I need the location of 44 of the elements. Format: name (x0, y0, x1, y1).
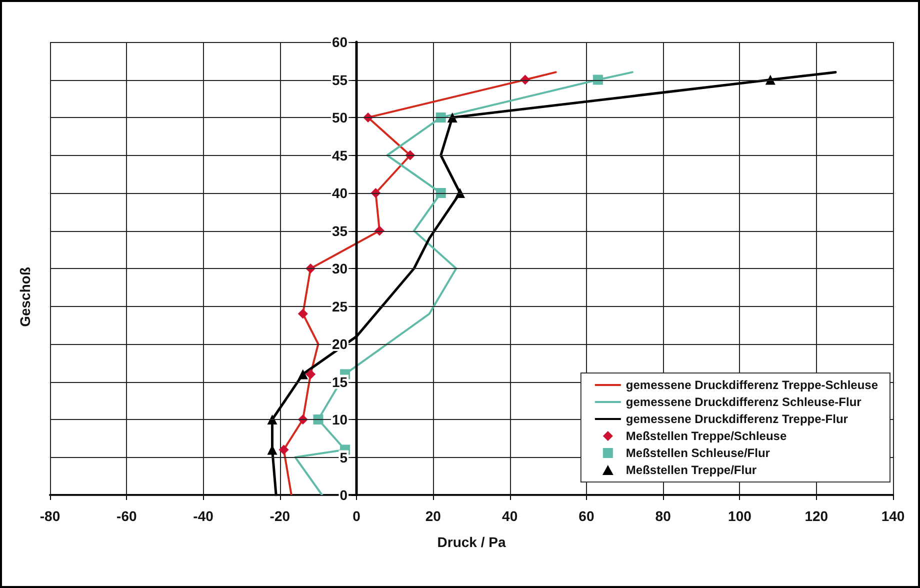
x-tick-label: 0 (352, 508, 361, 524)
x-tick-label: -60 (116, 508, 137, 524)
legend-label: Meßstellen Treppe/Flur (626, 463, 757, 477)
y-tick-label: 55 (332, 72, 348, 88)
x-tick-label: 100 (728, 508, 752, 524)
x-tick-label: 80 (655, 508, 672, 524)
y-tick-label: 0 (340, 487, 348, 503)
legend-label: Meßstellen Treppe/Schleuse (626, 429, 787, 443)
legend-label: Meßstellen Schleuse/Flur (626, 446, 770, 460)
x-tick-label: -20 (270, 508, 290, 524)
x-tick-label: -40 (193, 508, 214, 524)
x-tick-label: 40 (502, 508, 518, 524)
point (765, 74, 776, 85)
y-tick-label: 5 (340, 449, 348, 466)
y-tick-label: 45 (332, 147, 348, 164)
legend-label: gemessene Druckdifferenz Schleuse-Flur (626, 395, 862, 409)
point (592, 74, 603, 85)
y-tick-label: 10 (332, 412, 348, 428)
y-tick-label: 30 (332, 260, 348, 276)
point (447, 112, 458, 122)
point (278, 444, 289, 455)
y-tick-label: 40 (332, 185, 348, 201)
y-tick-label: 60 (332, 34, 348, 50)
y-axis-title: Geschoß (17, 266, 33, 327)
legend-label: gemessene Druckdifferenz Treppe-Schleuse (626, 378, 878, 392)
point (298, 308, 308, 319)
point (298, 369, 308, 380)
y-tick-label: 25 (332, 298, 348, 314)
point (313, 414, 324, 424)
x-tick-label: 140 (881, 508, 905, 524)
point (436, 188, 446, 198)
point (436, 112, 446, 122)
y-tick-label: 35 (332, 222, 348, 239)
point (306, 369, 316, 380)
x-tick-label: 20 (425, 508, 442, 524)
x-tick-label: 120 (804, 508, 828, 524)
legend-label: gemessene Druckdifferenz Treppe-Flur (626, 412, 848, 426)
y-tick-label: 15 (332, 374, 348, 390)
point (267, 414, 278, 424)
y-tick-label: 20 (332, 336, 348, 352)
x-tick-label: -80 (40, 508, 60, 524)
x-axis-title: Druck / Pa (437, 534, 506, 550)
x-tick-label: 60 (578, 508, 594, 524)
y-tick-label: 50 (332, 110, 348, 126)
